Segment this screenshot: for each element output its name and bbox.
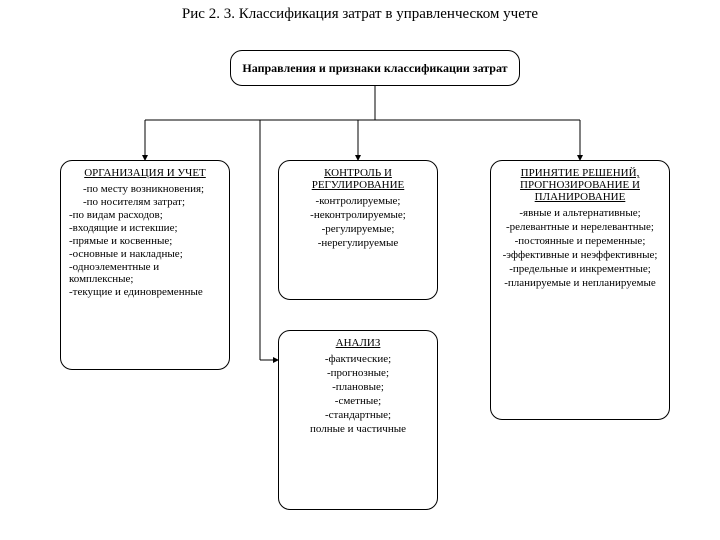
col1-item: -по месту возникновения; bbox=[69, 183, 221, 195]
col2b-item: полные и частичные bbox=[287, 423, 429, 435]
header-text: Направления и признаки классификации зат… bbox=[242, 61, 507, 76]
col1-item: -входящие и истекшие; bbox=[69, 222, 221, 234]
col1-item: -текущие и единовременные bbox=[69, 286, 221, 298]
col1-item: -основные и накладные; bbox=[69, 248, 221, 260]
col2b-item: -фактические; bbox=[287, 353, 429, 365]
col2a-box: КОНТРОЛЬ И РЕГУЛИРОВАНИЕ -контролируемые… bbox=[278, 160, 438, 300]
col1-box: ОРГАНИЗАЦИЯ И УЧЕТ -по месту возникновен… bbox=[60, 160, 230, 370]
col2a-title: КОНТРОЛЬ И РЕГУЛИРОВАНИЕ bbox=[287, 167, 429, 191]
col2b-item: -прогнозные; bbox=[287, 367, 429, 379]
col2b-title: АНАЛИЗ bbox=[287, 337, 429, 349]
col3-item: -постоянные и переменные; bbox=[499, 235, 661, 247]
col2a-item: -регулируемые; bbox=[287, 223, 429, 235]
col1-item: -по носителям затрат; bbox=[69, 196, 221, 208]
col2b-item: -плановые; bbox=[287, 381, 429, 393]
col2b-box: АНАЛИЗ -фактические; -прогнозные; -плано… bbox=[278, 330, 438, 510]
col3-item: -релевантные и нерелевантные; bbox=[499, 221, 661, 233]
col3-item: -явные и альтернативные; bbox=[499, 207, 661, 219]
col3-item: -планируемые и непланируемые bbox=[499, 277, 661, 289]
col2b-item: -сметные; bbox=[287, 395, 429, 407]
col2a-item: -контролируемые; bbox=[287, 195, 429, 207]
col1-title: ОРГАНИЗАЦИЯ И УЧЕТ bbox=[69, 167, 221, 179]
col3-item: -эффективные и неэффективные; bbox=[499, 249, 661, 261]
col3-box: ПРИНЯТИЕ РЕШЕНИЙ, ПРОГНОЗИРОВАНИЕ И ПЛАН… bbox=[490, 160, 670, 420]
col1-item: -по видам расходов; bbox=[69, 209, 221, 221]
col2a-item: -неконтролируемые; bbox=[287, 209, 429, 221]
col1-item: -прямые и косвенные; bbox=[69, 235, 221, 247]
col2b-item: -стандартные; bbox=[287, 409, 429, 421]
col2a-item: -нерегулируемые bbox=[287, 237, 429, 249]
col3-title: ПРИНЯТИЕ РЕШЕНИЙ, ПРОГНОЗИРОВАНИЕ И ПЛАН… bbox=[499, 167, 661, 203]
header-box: Направления и признаки классификации зат… bbox=[230, 50, 520, 86]
col3-item: -предельные и инкрементные; bbox=[499, 263, 661, 275]
figure-title: Рис 2. 3. Классификация затрат в управле… bbox=[0, 6, 720, 23]
col1-item: -одноэлементные и комплексные; bbox=[69, 261, 221, 285]
